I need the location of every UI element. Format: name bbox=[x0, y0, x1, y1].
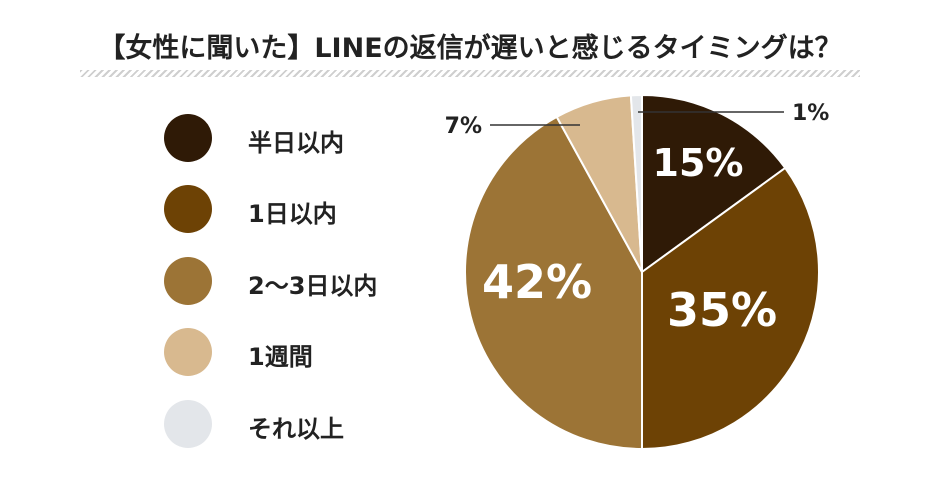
title-underline bbox=[80, 70, 860, 77]
slice-two-three-days bbox=[464, 115, 643, 451]
slice-value-label: 15% bbox=[653, 141, 744, 185]
legend-swatch bbox=[164, 400, 212, 448]
slice-half-day bbox=[641, 93, 787, 274]
slice-one-day bbox=[641, 166, 820, 451]
slice-value-label-more: 1% bbox=[792, 101, 829, 126]
legend-item-half-day: 半日以内 bbox=[164, 114, 464, 162]
slice-value-label: 42% bbox=[482, 255, 592, 309]
legend-item-one-day: 1日以内 bbox=[164, 185, 464, 233]
legend-swatch bbox=[164, 114, 212, 162]
legend-label: それ以上 bbox=[248, 415, 344, 443]
legend-item-one-week: 1週間 bbox=[164, 328, 464, 376]
slice-value-label: 35% bbox=[667, 283, 777, 337]
legend-swatch bbox=[164, 257, 212, 305]
legend-swatch bbox=[164, 328, 212, 376]
slice-more bbox=[629, 93, 643, 273]
chart-title: 【女性に聞いた】LINEの返信が遅いと感じるタイミングは？ bbox=[98, 33, 842, 64]
legend-label: 1日以内 bbox=[248, 200, 337, 228]
legend-label: 1週間 bbox=[248, 343, 313, 371]
slice-value-label-one-week: 7% bbox=[445, 114, 482, 139]
legend-item-two-three-days: 2〜3日以内 bbox=[164, 257, 464, 305]
legend-swatch bbox=[164, 185, 212, 233]
legend-label: 半日以内 bbox=[248, 129, 344, 157]
legend-label: 2〜3日以内 bbox=[248, 272, 378, 300]
legend-item-more: それ以上 bbox=[164, 400, 464, 448]
